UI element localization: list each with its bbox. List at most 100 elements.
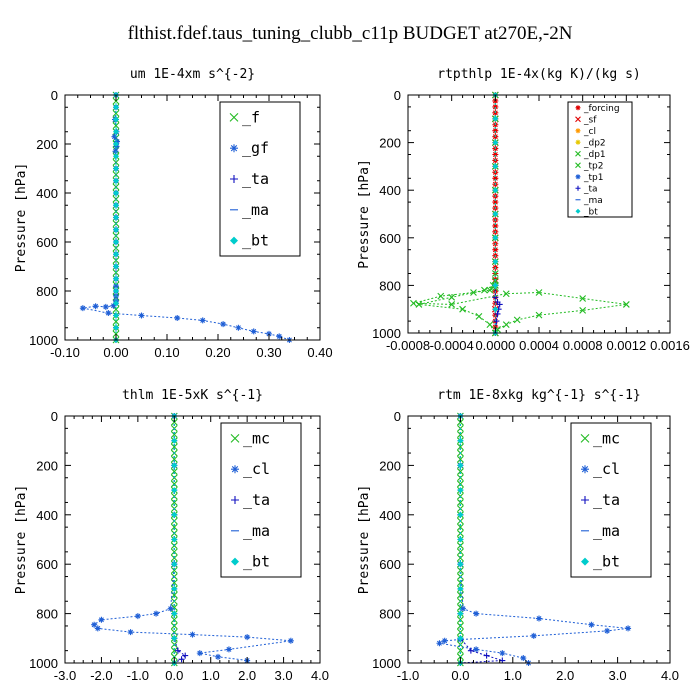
data-point xyxy=(171,585,178,592)
data-point xyxy=(102,303,109,310)
panel-1: um 1E-4xm s^{-2} Pressure [hPa] -0.10 0.00 0… xyxy=(14,67,333,360)
data-point xyxy=(457,585,464,592)
y-axis-label: Pressure [hPa] xyxy=(357,485,372,595)
data-point xyxy=(492,306,499,313)
data-point xyxy=(457,523,464,531)
legend-label: _ta xyxy=(243,491,270,509)
legend-label: _ta xyxy=(242,170,269,188)
data-point xyxy=(170,480,178,488)
legend-entry: _ma xyxy=(575,196,603,206)
data-point xyxy=(171,462,178,469)
data-point xyxy=(460,605,467,612)
data-point xyxy=(410,299,417,307)
legend-label: _ma xyxy=(242,201,269,219)
data-point xyxy=(113,190,119,196)
data-point xyxy=(276,333,283,340)
data-point xyxy=(153,610,160,617)
data-point xyxy=(112,122,120,130)
y-tick-label: 0 xyxy=(51,409,58,424)
data-point xyxy=(113,251,119,258)
data-point xyxy=(457,437,464,444)
series-ta xyxy=(457,413,506,666)
y-tick-label: 1000 xyxy=(372,656,401,671)
y-axis-label: Pressure [hPa] xyxy=(357,159,372,269)
data-point xyxy=(492,151,499,158)
legend-entry: _f xyxy=(229,108,260,126)
data-point xyxy=(457,487,464,494)
data-point xyxy=(112,109,120,117)
data-point xyxy=(98,616,105,623)
x-tick-label: 0.0 xyxy=(451,668,469,683)
legend-marker xyxy=(575,208,581,214)
data-point xyxy=(113,300,119,307)
data-point xyxy=(457,468,464,475)
y-tick-label: 600 xyxy=(36,557,58,572)
legend: _f _gf _ta _ma _bt xyxy=(219,101,301,257)
x-tick-label: 0.20 xyxy=(205,345,230,360)
legend-marker xyxy=(230,434,240,443)
data-point xyxy=(492,258,499,265)
panel-2: rtpthlp 1E-4x(kg K)/(kg s) Pressure [hPa]… xyxy=(357,67,690,353)
x-tick-label: 0.0004 xyxy=(519,338,559,353)
legend-marker xyxy=(575,185,581,191)
legend-label: _dp1 xyxy=(583,150,606,160)
data-point xyxy=(171,561,178,568)
legend-label: _ta xyxy=(583,184,598,194)
legend-entry: _gf xyxy=(230,139,269,157)
data-point xyxy=(457,610,464,617)
panel-3: thlm 1E-5xK s^{-1} Pressure [hPa] -3.0 -2.0… xyxy=(14,388,329,683)
x-tick-label: -1.0 xyxy=(397,668,419,683)
data-point xyxy=(235,324,242,331)
legend-label: _bt xyxy=(593,553,620,571)
legend-label: _bt xyxy=(243,553,270,571)
x-tick-label: 0.0000 xyxy=(475,338,515,353)
data-point xyxy=(174,314,181,321)
data-point xyxy=(199,317,206,324)
y-tick-label: 400 xyxy=(379,183,401,198)
data-point xyxy=(170,548,178,556)
data-point xyxy=(244,634,251,641)
data-point xyxy=(113,275,119,282)
legend-label: _tp2 xyxy=(583,161,603,171)
data-point xyxy=(170,616,178,624)
data-point xyxy=(170,523,178,531)
x-tick-label: -0.0008 xyxy=(386,338,430,353)
data-point xyxy=(437,292,445,300)
legend-marker xyxy=(230,144,238,153)
legend-entry: _tp1 xyxy=(575,173,603,183)
data-point xyxy=(502,290,510,298)
data-point xyxy=(579,295,587,302)
data-point xyxy=(492,175,499,182)
data-point xyxy=(502,321,510,329)
legend-entry: _tp2 xyxy=(575,161,603,171)
data-point xyxy=(113,104,119,111)
data-point xyxy=(473,646,480,653)
data-point xyxy=(457,635,464,642)
data-point xyxy=(467,647,474,654)
data-point xyxy=(113,116,119,123)
data-point xyxy=(625,625,632,632)
data-point xyxy=(112,97,120,105)
data-point xyxy=(486,286,494,294)
data-point xyxy=(457,536,464,543)
data-point xyxy=(113,324,119,331)
data-point xyxy=(266,330,272,337)
data-point xyxy=(170,431,178,438)
data-point xyxy=(171,487,178,494)
y-tick-label: 800 xyxy=(379,278,401,293)
data-point xyxy=(170,647,178,655)
data-point xyxy=(113,202,119,209)
y-tick-label: 600 xyxy=(379,557,401,572)
data-point xyxy=(457,579,464,587)
legend-label: _ma xyxy=(593,522,620,540)
panel-title: rtm 1E-8xkg kg^{-1} s^{-1} xyxy=(437,388,641,403)
data-point xyxy=(171,511,178,518)
legend-label: _ma xyxy=(243,522,270,540)
legend-marker xyxy=(230,175,238,183)
data-point xyxy=(134,613,141,620)
data-point xyxy=(436,640,443,647)
legend-marker xyxy=(231,465,239,474)
data-point xyxy=(457,647,464,655)
series-bt xyxy=(171,413,178,666)
